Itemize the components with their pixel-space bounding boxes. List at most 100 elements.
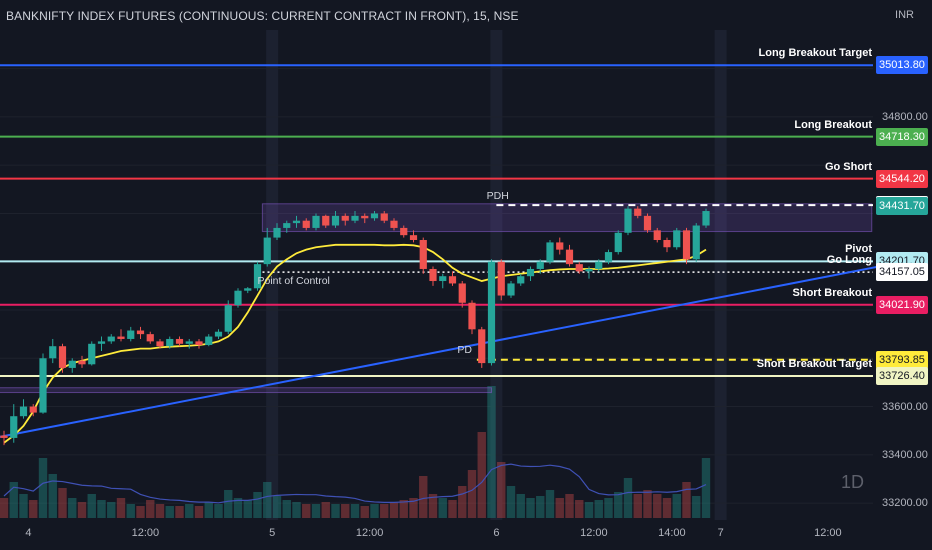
candle-body xyxy=(195,341,203,345)
candle-body xyxy=(468,302,476,330)
candle-body xyxy=(97,341,106,344)
volume-bar xyxy=(389,502,399,518)
volume-bar xyxy=(370,504,379,518)
candle-body xyxy=(234,290,242,306)
candle-body xyxy=(49,346,57,359)
candle-body xyxy=(214,331,223,337)
volume-bar xyxy=(487,386,496,518)
candle-body xyxy=(88,343,96,365)
volume-bar xyxy=(438,498,447,518)
candle-body xyxy=(68,360,76,368)
candle-body xyxy=(643,215,652,231)
level-label-7: Short Breakout xyxy=(792,286,872,299)
y-tick-0: 34800.00 xyxy=(882,110,928,123)
candle-body xyxy=(429,268,437,282)
volume-bar xyxy=(185,504,194,518)
volume-bar xyxy=(19,494,28,518)
session-divider xyxy=(714,30,727,520)
candle-body xyxy=(565,249,574,265)
candle-body xyxy=(136,330,145,335)
candle-body xyxy=(78,360,86,365)
volume-bar xyxy=(0,498,9,518)
candle-body xyxy=(487,261,496,364)
volume-bar xyxy=(302,504,311,518)
candle-body xyxy=(253,264,262,289)
volume-bar xyxy=(146,500,155,518)
level-label-4: Pivot xyxy=(845,243,872,256)
volume-bar xyxy=(341,504,350,518)
volume-bar xyxy=(594,500,603,518)
candle-body xyxy=(224,305,232,332)
volume-bar xyxy=(282,500,291,518)
volume-bar xyxy=(419,476,428,518)
volume-bar xyxy=(497,462,506,518)
volume-bar xyxy=(126,504,135,518)
volume-bar xyxy=(48,474,57,518)
candle-body xyxy=(58,346,67,368)
volume-bar xyxy=(506,486,516,518)
volume-bar xyxy=(155,504,165,518)
candle-body xyxy=(419,240,427,269)
candle-body xyxy=(634,208,642,216)
level-label-1: Long Breakout xyxy=(794,118,872,131)
candle-body xyxy=(556,242,564,250)
currency-label: INR xyxy=(895,9,914,21)
price-badge-6: 34157.05 xyxy=(876,263,928,282)
candle-body xyxy=(439,276,447,282)
volume-bar xyxy=(682,482,691,518)
price-badge-7: 34021.90 xyxy=(876,295,928,314)
volume-bar xyxy=(243,500,252,518)
volume-bar xyxy=(87,494,96,518)
x-tick-5: 12:00 xyxy=(580,527,608,539)
volume-bar xyxy=(380,504,389,518)
volume-bar xyxy=(97,500,106,518)
volume-bar xyxy=(311,504,321,518)
candle-body xyxy=(507,283,515,296)
candle-body xyxy=(107,336,115,342)
volume-bar xyxy=(536,496,545,518)
candle-body xyxy=(702,211,710,226)
x-tick-4: 6 xyxy=(493,527,500,539)
candle-body xyxy=(400,227,408,236)
trendline xyxy=(0,263,892,438)
candle-body xyxy=(205,336,213,345)
volume-bar xyxy=(253,492,262,518)
candle-body xyxy=(614,232,622,253)
x-tick-6: 14:00 xyxy=(658,527,686,539)
candle-body xyxy=(244,288,252,291)
volume-ma-line xyxy=(3,463,707,504)
volume-bar xyxy=(58,488,67,518)
volume-bar xyxy=(214,504,223,518)
volume-bar xyxy=(633,494,642,518)
volume-bar xyxy=(428,494,438,518)
annotation-0: PDH xyxy=(486,189,509,202)
candle-body xyxy=(39,358,47,413)
candle-body xyxy=(263,237,271,265)
x-tick-1: 12:00 xyxy=(131,527,160,539)
annotation-2: Point of Control xyxy=(257,275,330,288)
volume-bar xyxy=(350,504,360,518)
candle-body xyxy=(575,264,583,272)
price-badge-9: 33726.40 xyxy=(876,367,928,386)
candle-body xyxy=(390,220,398,228)
volume-bar xyxy=(643,490,652,518)
volume-bar xyxy=(467,470,477,518)
candle-body xyxy=(692,225,700,260)
candle-body xyxy=(292,220,301,224)
candle-body xyxy=(361,215,369,219)
volume-bar xyxy=(29,500,38,518)
volume-bar xyxy=(331,504,340,518)
candle-body xyxy=(585,268,593,272)
volume-bar xyxy=(448,500,457,518)
volume-bar xyxy=(136,506,145,518)
candle-body xyxy=(341,215,349,221)
volume-bar xyxy=(672,494,681,518)
x-tick-0: 4 xyxy=(25,527,32,539)
level-label-2: Go Short xyxy=(824,160,872,173)
candle-body xyxy=(682,230,691,260)
volume-bar xyxy=(233,498,243,518)
volume-bar xyxy=(77,502,87,518)
price-badge-2: 34544.20 xyxy=(876,169,928,188)
candle-body xyxy=(517,276,525,284)
